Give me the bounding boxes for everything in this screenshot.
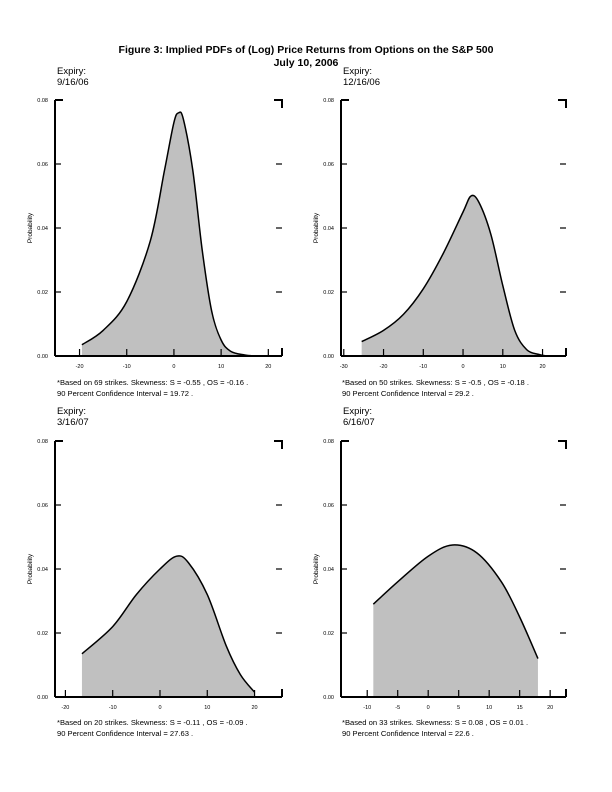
- density-curve: [372, 544, 539, 659]
- frame-corner: [274, 440, 283, 449]
- y-axis-label: Probability: [313, 212, 320, 243]
- chart-panel-2: 0.00 0.02 0.04 0.06 0.08 -30 -20 -10 0 10 20 Probab…: [313, 98, 567, 370]
- x-tick-label: 0: [172, 364, 175, 370]
- density-curve: [361, 194, 547, 357]
- panel-4-expiry: Expiry: 6/16/07: [343, 406, 375, 428]
- x-tick-label: 5: [457, 705, 460, 711]
- x-tick-label: 20: [539, 364, 545, 370]
- y-tick-label: 0.04: [323, 567, 334, 573]
- y-tick-label: 0.00: [37, 695, 48, 701]
- x-tick-label: -10: [109, 705, 117, 711]
- expiry-date: 3/16/07: [57, 417, 89, 428]
- expiry-label: Expiry:: [343, 406, 373, 417]
- expiry-date: 12/16/06: [343, 77, 380, 88]
- density-area: [361, 195, 547, 356]
- panel-2-expiry: Expiry: 12/16/06: [343, 66, 380, 88]
- expiry-date: 9/16/06: [57, 77, 89, 88]
- frame-corner: [274, 99, 283, 108]
- y-tick-label: 0.04: [37, 226, 48, 232]
- x-tick-label: 20: [547, 705, 553, 711]
- density-area: [81, 555, 255, 697]
- caption-line: 90 Percent Confidence Interval = 22.6 .: [342, 729, 474, 738]
- panel-1-caption: *Based on 69 strikes. Skewness: S = -0.5…: [57, 377, 248, 399]
- density-curve: [81, 111, 255, 357]
- x-tick-label: 20: [265, 364, 271, 370]
- chart-panel-4: 0.00 0.02 0.04 0.06 0.08 -10 -5 0 5 10 15 20 Probabi…: [313, 439, 567, 711]
- caption-line: *Based on 50 strikes. Skewness: S = -0.5…: [342, 378, 529, 387]
- x-tick-label: 10: [486, 705, 492, 711]
- y-tick-label: 0.08: [37, 98, 48, 104]
- frame-corner: [558, 440, 567, 449]
- chart-panel-1: 0.00 0.02 0.04 0.06 0.08 -20 -10 0 10 20 Probabili…: [27, 98, 283, 370]
- caption-line: 90 Percent Confidence Interval = 27.63 .: [57, 729, 194, 738]
- panel-4-caption: *Based on 33 strikes. Skewness: S = 0.08…: [342, 717, 528, 739]
- figure-subtitle: July 10, 2006: [273, 57, 339, 69]
- y-tick-label: 0.06: [323, 162, 334, 168]
- caption-line: *Based on 20 strikes. Skewness: S = -0.1…: [57, 718, 248, 727]
- x-tick-label: 10: [204, 705, 210, 711]
- x-tick-label: -20: [380, 364, 388, 370]
- expiry-label: Expiry:: [57, 406, 87, 417]
- y-axis-label: Probability: [27, 553, 34, 584]
- x-tick-label: -30: [340, 364, 348, 370]
- expiry-date: 6/16/07: [343, 417, 375, 428]
- panel-1-expiry: Expiry: 9/16/06: [57, 66, 89, 88]
- figure-title: Figure 3: Implied PDFs of (Log) Price Re…: [118, 44, 494, 56]
- x-tick-label: 0: [158, 705, 161, 711]
- x-tick-label: 0: [462, 364, 465, 370]
- x-tick-label: 10: [218, 364, 224, 370]
- x-tick-label: -10: [419, 364, 427, 370]
- y-tick-label: 0.08: [323, 98, 334, 104]
- y-tick-label: 0.06: [37, 162, 48, 168]
- y-tick-label: 0.06: [323, 503, 334, 509]
- y-tick-label: 0.00: [323, 354, 334, 360]
- x-tick-label: -10: [363, 705, 371, 711]
- y-tick-label: 0.00: [37, 354, 48, 360]
- caption-line: *Based on 69 strikes. Skewness: S = -0.5…: [57, 378, 249, 387]
- y-tick-label: 0.00: [323, 695, 334, 701]
- frame-corner: [558, 99, 567, 108]
- x-tick-label: 20: [252, 705, 258, 711]
- x-tick-label: -10: [123, 364, 131, 370]
- y-tick-label: 0.02: [37, 290, 48, 296]
- y-tick-label: 0.08: [37, 439, 48, 445]
- density-area: [81, 112, 255, 356]
- panel-3-expiry: Expiry: 3/16/07: [57, 406, 89, 428]
- x-tick-label: -20: [61, 705, 69, 711]
- density-area: [373, 544, 538, 697]
- y-axis-label: Probability: [313, 553, 320, 584]
- caption-line: 90 Percent Confidence Interval = 19.72 .: [57, 389, 194, 398]
- panel-3-caption: *Based on 20 strikes. Skewness: S = -0.1…: [57, 717, 248, 739]
- expiry-label: Expiry:: [343, 66, 373, 77]
- x-tick-label: -5: [395, 705, 400, 711]
- caption-line: *Based on 33 strikes. Skewness: S = 0.08…: [342, 718, 529, 727]
- y-tick-label: 0.04: [37, 567, 48, 573]
- panel-2-caption: *Based on 50 strikes. Skewness: S = -0.5…: [342, 377, 529, 399]
- expiry-label: Expiry:: [57, 66, 87, 77]
- y-tick-label: 0.08: [323, 439, 334, 445]
- chart-panel-3: 0.00 0.02 0.04 0.06 0.08 -20 -10 0 10 20 Probabili…: [27, 439, 283, 711]
- x-tick-label: 15: [517, 705, 523, 711]
- x-tick-label: -20: [76, 364, 84, 370]
- density-curve: [81, 555, 256, 693]
- y-tick-label: 0.02: [323, 290, 334, 296]
- y-axis-label: Probability: [27, 212, 34, 243]
- y-tick-label: 0.02: [323, 631, 334, 637]
- y-tick-label: 0.04: [323, 226, 334, 232]
- y-tick-label: 0.06: [37, 503, 48, 509]
- x-tick-label: 10: [500, 364, 506, 370]
- y-tick-label: 0.02: [37, 631, 48, 637]
- caption-line: 90 Percent Confidence Interval = 29.2 .: [342, 389, 474, 398]
- x-tick-label: 0: [427, 705, 430, 711]
